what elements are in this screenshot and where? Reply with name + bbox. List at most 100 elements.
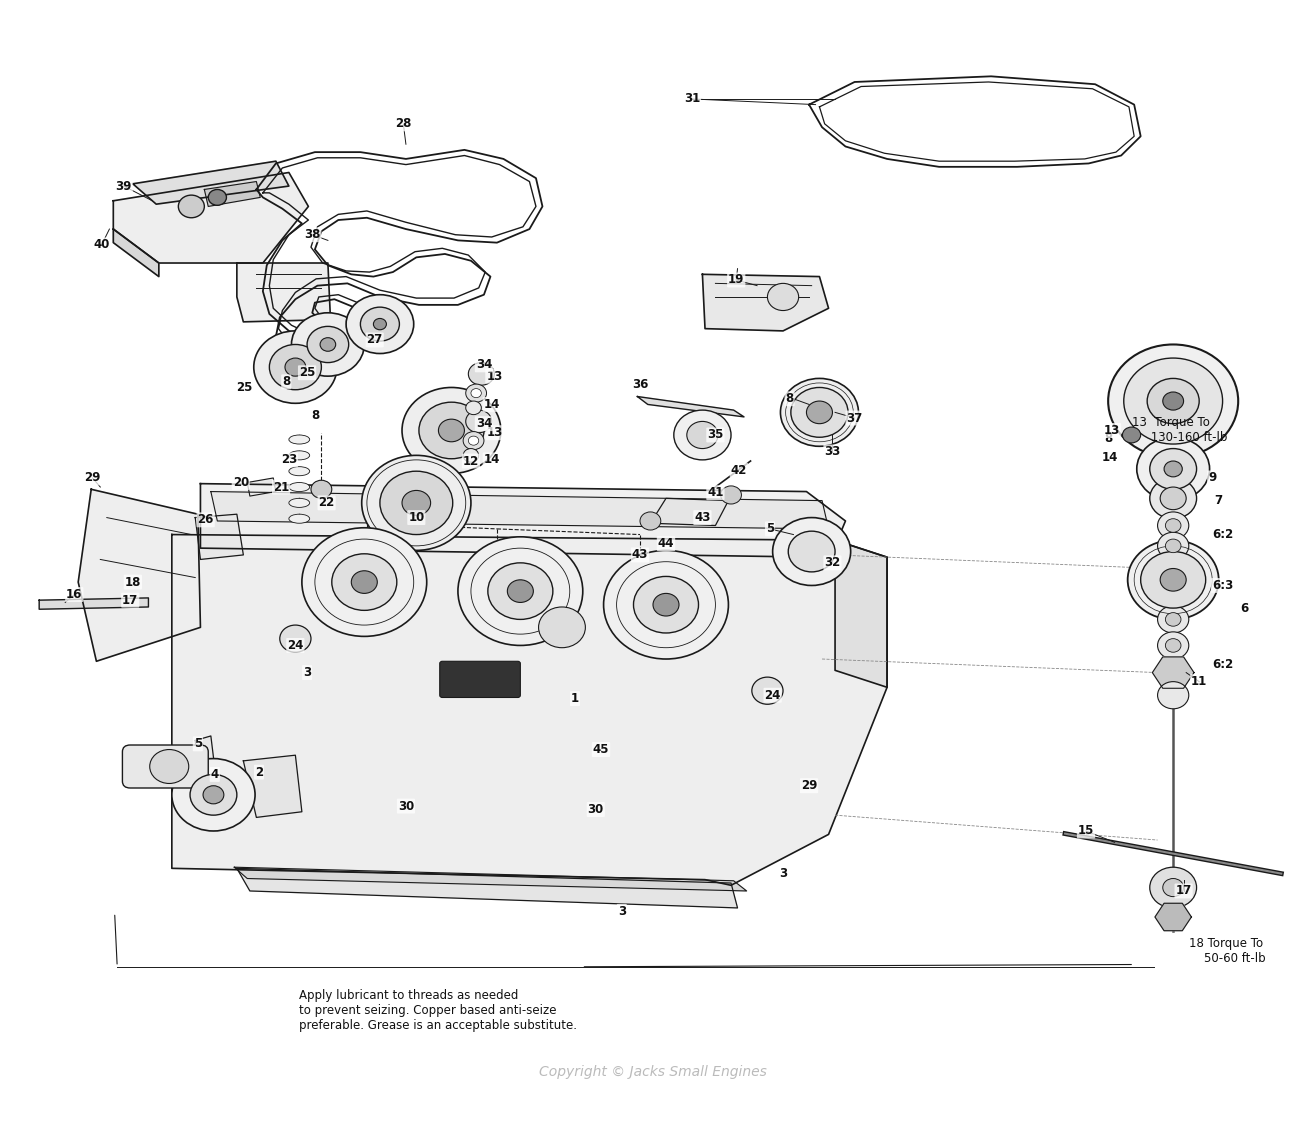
Polygon shape [200,483,845,557]
Circle shape [346,294,414,354]
Circle shape [789,531,835,572]
Text: 6:3: 6:3 [1212,579,1233,592]
Circle shape [191,774,236,815]
Text: 24: 24 [287,639,303,652]
Text: 43: 43 [632,548,648,562]
Polygon shape [114,173,308,263]
Circle shape [279,625,311,653]
Circle shape [781,379,858,447]
Circle shape [208,190,226,206]
Polygon shape [210,491,828,529]
Circle shape [768,283,799,310]
Text: 10: 10 [409,512,424,524]
Circle shape [1157,512,1188,539]
Circle shape [653,594,679,616]
Text: 29: 29 [801,779,818,792]
Text: Apply lubricant to threads as needed
to prevent seizing. Copper based anti-seize: Apply lubricant to threads as needed to … [299,989,577,1032]
Circle shape [1162,879,1183,897]
Circle shape [332,554,397,611]
Text: 3: 3 [618,905,626,918]
Polygon shape [236,869,738,908]
Text: 30: 30 [588,803,603,816]
Circle shape [320,338,336,351]
Circle shape [1157,632,1188,659]
Polygon shape [1155,903,1191,931]
FancyBboxPatch shape [440,662,520,697]
Text: 37: 37 [846,412,863,424]
Polygon shape [195,736,217,792]
Circle shape [360,307,400,341]
Circle shape [1147,379,1199,424]
Polygon shape [703,274,828,331]
Circle shape [362,455,471,550]
Circle shape [179,196,204,218]
Text: 3: 3 [778,868,788,880]
Text: 16: 16 [67,588,82,601]
Text: 6: 6 [1241,601,1249,615]
Circle shape [507,580,533,603]
Circle shape [307,326,349,363]
Text: 28: 28 [396,117,411,131]
Circle shape [1127,540,1218,620]
Circle shape [1157,532,1188,559]
Text: 32: 32 [824,556,841,570]
Ellipse shape [289,435,310,445]
Polygon shape [236,263,330,322]
Circle shape [633,576,699,633]
Circle shape [466,384,487,402]
Polygon shape [204,182,260,207]
Text: 8: 8 [282,375,290,389]
Circle shape [752,678,784,704]
Text: 8: 8 [785,392,794,405]
Circle shape [1162,392,1183,410]
Text: 29: 29 [85,472,101,484]
Text: 11: 11 [1191,675,1207,688]
Text: 1: 1 [571,692,579,705]
Text: 40: 40 [94,239,110,251]
Text: 5: 5 [193,738,202,750]
Circle shape [1149,449,1196,489]
Text: 17: 17 [1175,885,1191,897]
Circle shape [791,388,848,438]
Text: 25: 25 [236,381,253,393]
Text: 23: 23 [281,454,296,466]
Text: 7: 7 [1215,495,1222,507]
Circle shape [1160,487,1186,509]
Circle shape [1157,682,1188,708]
Text: 42: 42 [730,464,747,476]
Text: 24: 24 [764,689,781,702]
Circle shape [469,363,495,385]
Circle shape [1165,518,1181,532]
Polygon shape [243,755,302,818]
Circle shape [471,389,482,398]
Circle shape [1149,478,1196,518]
Text: 5: 5 [765,522,774,536]
Text: 6:2: 6:2 [1212,658,1233,671]
Circle shape [674,410,731,459]
Polygon shape [133,161,289,205]
Ellipse shape [289,482,310,491]
Circle shape [1165,639,1181,653]
Text: 6:2: 6:2 [1212,528,1233,541]
Text: 3: 3 [303,666,311,679]
Circle shape [603,550,729,659]
Text: 18: 18 [124,575,141,589]
Circle shape [150,749,189,783]
Text: 4: 4 [210,767,219,781]
Circle shape [1136,438,1209,500]
Text: 13: 13 [1104,424,1121,437]
Text: 20: 20 [232,476,249,489]
Circle shape [269,345,321,390]
Text: Copyright © Jacks Small Engines: Copyright © Jacks Small Engines [539,1065,767,1079]
Circle shape [374,318,387,330]
Circle shape [1140,551,1205,608]
Circle shape [721,485,742,504]
Text: 14: 14 [1101,451,1118,464]
Polygon shape [1152,657,1194,688]
Text: 34: 34 [475,417,492,430]
Polygon shape [39,598,149,609]
Text: 30: 30 [398,799,414,813]
Circle shape [687,422,718,449]
Text: 21: 21 [273,481,289,493]
Text: 31: 31 [684,92,700,106]
